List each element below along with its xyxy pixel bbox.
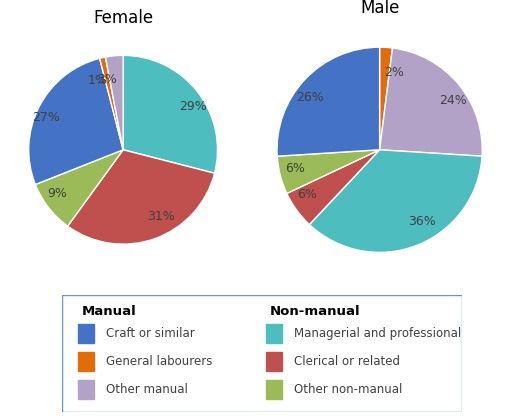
Wedge shape <box>287 150 380 225</box>
Text: Non-manual: Non-manual <box>270 305 360 318</box>
Wedge shape <box>100 57 123 150</box>
Text: 26%: 26% <box>296 91 324 104</box>
Wedge shape <box>29 58 123 185</box>
Text: Other non-manual: Other non-manual <box>293 383 402 396</box>
Text: 1%: 1% <box>88 74 108 87</box>
Bar <box>77 324 93 343</box>
Bar <box>266 324 282 343</box>
Wedge shape <box>123 55 218 173</box>
Text: 36%: 36% <box>408 215 436 228</box>
Text: Clerical or related: Clerical or related <box>293 355 400 368</box>
Text: 31%: 31% <box>147 210 175 223</box>
Text: 3%: 3% <box>96 73 116 86</box>
Wedge shape <box>380 48 482 156</box>
Text: Other manual: Other manual <box>106 383 187 396</box>
Text: Managerial and professional: Managerial and professional <box>293 327 461 340</box>
Text: 6%: 6% <box>285 162 305 176</box>
Title: Male: Male <box>360 0 399 17</box>
Wedge shape <box>277 47 380 156</box>
Bar <box>77 380 93 399</box>
Bar <box>266 380 282 399</box>
Title: Female: Female <box>93 10 153 27</box>
Text: 2%: 2% <box>384 67 404 79</box>
Text: 24%: 24% <box>439 94 467 107</box>
Wedge shape <box>106 55 123 150</box>
Text: 29%: 29% <box>179 100 207 113</box>
Text: 9%: 9% <box>47 187 67 200</box>
FancyBboxPatch shape <box>62 295 462 412</box>
Text: General labourers: General labourers <box>106 355 212 368</box>
Text: 6%: 6% <box>298 188 318 201</box>
Wedge shape <box>380 47 392 150</box>
Wedge shape <box>35 150 123 226</box>
Bar <box>77 352 93 371</box>
Text: Craft or similar: Craft or similar <box>106 327 194 340</box>
Wedge shape <box>309 150 482 253</box>
Bar <box>266 352 282 371</box>
Wedge shape <box>68 150 214 244</box>
Wedge shape <box>277 150 380 193</box>
Text: 27%: 27% <box>32 111 60 124</box>
Text: Manual: Manual <box>82 305 136 318</box>
